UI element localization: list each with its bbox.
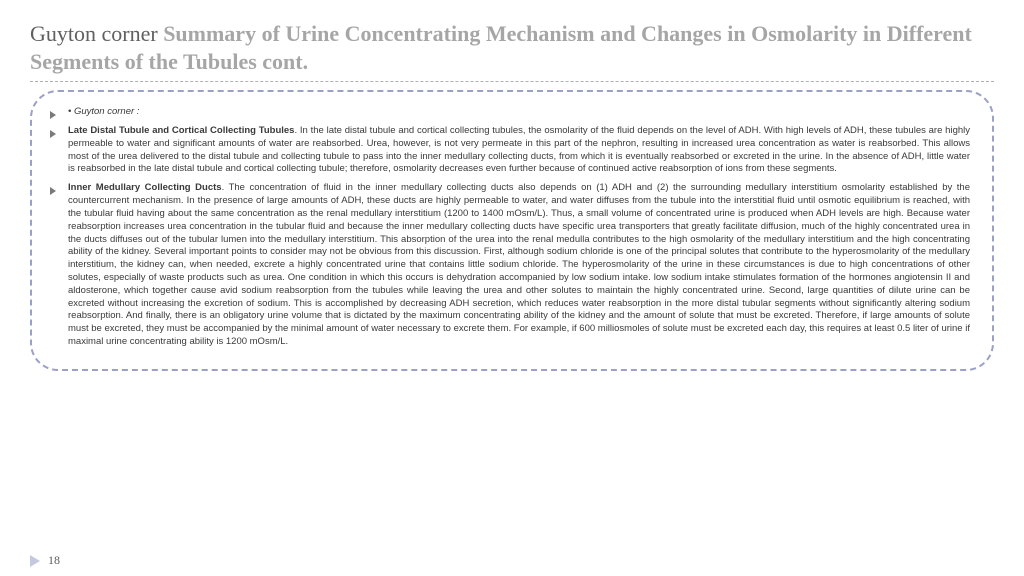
slide-title: Guyton corner Summary of Urine Concentra… [30,20,994,75]
slide-footer: 18 [30,553,60,568]
bullet-text: Late Distal Tubule and Cortical Collecti… [68,125,970,176]
content-box: • Guyton corner : Late Distal Tubule and … [30,90,994,371]
bullet-row: Inner Medullary Collecting Ducts. The co… [50,182,970,349]
title-divider [30,81,994,82]
bullet-row: • Guyton corner : [50,106,970,119]
bullet-body: . The concentration of fluid in the inne… [68,182,970,347]
footer-arrow-icon [30,555,40,567]
bullet-lead: Inner Medullary Collecting Ducts [68,182,222,193]
bullet-arrow-icon [50,130,56,138]
bullet-row: Late Distal Tubule and Cortical Collecti… [50,125,970,176]
bullet-arrow-icon [50,187,56,195]
slide: Guyton corner Summary of Urine Concentra… [0,0,1024,576]
title-lead: Guyton corner [30,21,163,46]
bullet-text: • Guyton corner : [68,106,139,119]
title-rest: Summary of Urine Concentrating Mechanism… [30,21,972,74]
bullet-lead: Late Distal Tubule and Cortical Collecti… [68,125,294,136]
bullet-body: • Guyton corner : [68,106,139,117]
page-number: 18 [48,553,60,568]
bullet-text: Inner Medullary Collecting Ducts. The co… [68,182,970,349]
bullet-arrow-icon [50,111,56,119]
